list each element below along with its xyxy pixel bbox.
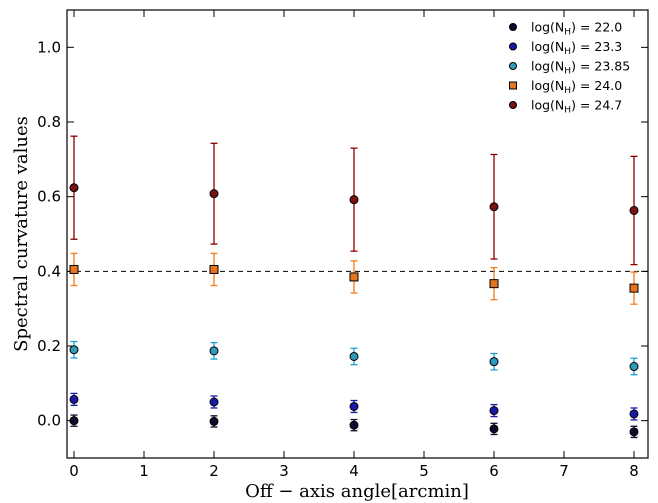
y-tick-label: 0.2 [37,337,61,355]
data-point [629,409,639,419]
x-tick-label: 5 [419,462,429,480]
x-tick-label: 2 [209,462,219,480]
data-point [489,279,499,289]
data-point [489,202,499,212]
series-3 [69,252,639,305]
data-point [69,183,79,193]
data-point [69,394,79,404]
legend-entry-label: log(NH) = 24.7 [531,98,622,116]
legend-marker [509,81,517,90]
series-1 [69,392,639,421]
series-0 [69,414,639,439]
tick-layer: 0 1 2 3 4 5 6 7 8 0.0 0.2 0.4 0.6 0.8 1.0 [37,10,648,480]
data-point [209,416,219,426]
series-4 [69,135,639,266]
data-point [629,283,639,293]
data-point [489,424,499,434]
data-point [489,406,499,416]
x-tick-label: 6 [489,462,499,480]
legend-entry-label: log(NH) = 23.3 [531,39,622,57]
data-point [629,362,639,372]
x-tick-label: 7 [559,462,569,480]
y-tick-label: 0.4 [37,262,61,280]
series-layer [69,135,639,439]
data-point [629,427,639,437]
y-tick-label: 0.8 [37,113,61,131]
series-2 [69,340,639,376]
data-point [209,264,219,274]
x-axis-label: Off − axis angle[arcmin] [245,481,469,502]
data-point [349,420,359,430]
legend-marker [509,23,517,31]
data-point [349,272,359,282]
y-axis-label: Spectral curvature values [11,116,32,352]
data-point [489,357,499,367]
x-tick-label: 4 [349,462,359,480]
data-point [349,195,359,205]
data-point [69,264,79,274]
x-tick-label: 8 [629,462,639,480]
y-tick-label: 0.6 [37,188,61,206]
data-point [69,345,79,355]
data-point [629,205,639,215]
data-point [209,346,219,356]
legend-marker [509,42,517,51]
legend-marker [509,62,517,70]
data-point [209,189,219,199]
legend-entry-label: log(NH) = 22.0 [531,20,622,38]
y-tick-label: 1.0 [37,38,61,56]
x-tick-label: 1 [139,462,149,480]
plot-frame [66,9,649,459]
legend-marker [509,101,517,109]
x-tick-label: 0 [69,462,79,480]
legend-entry-label: log(NH) = 23.85 [531,59,630,77]
data-point [69,416,79,426]
legend-entry-label: log(NH) = 24.0 [531,78,622,96]
x-tick-label: 3 [279,462,289,480]
data-point [349,351,359,361]
data-point [209,397,219,407]
y-tick-label: 0.0 [37,412,61,430]
data-point [349,401,359,411]
